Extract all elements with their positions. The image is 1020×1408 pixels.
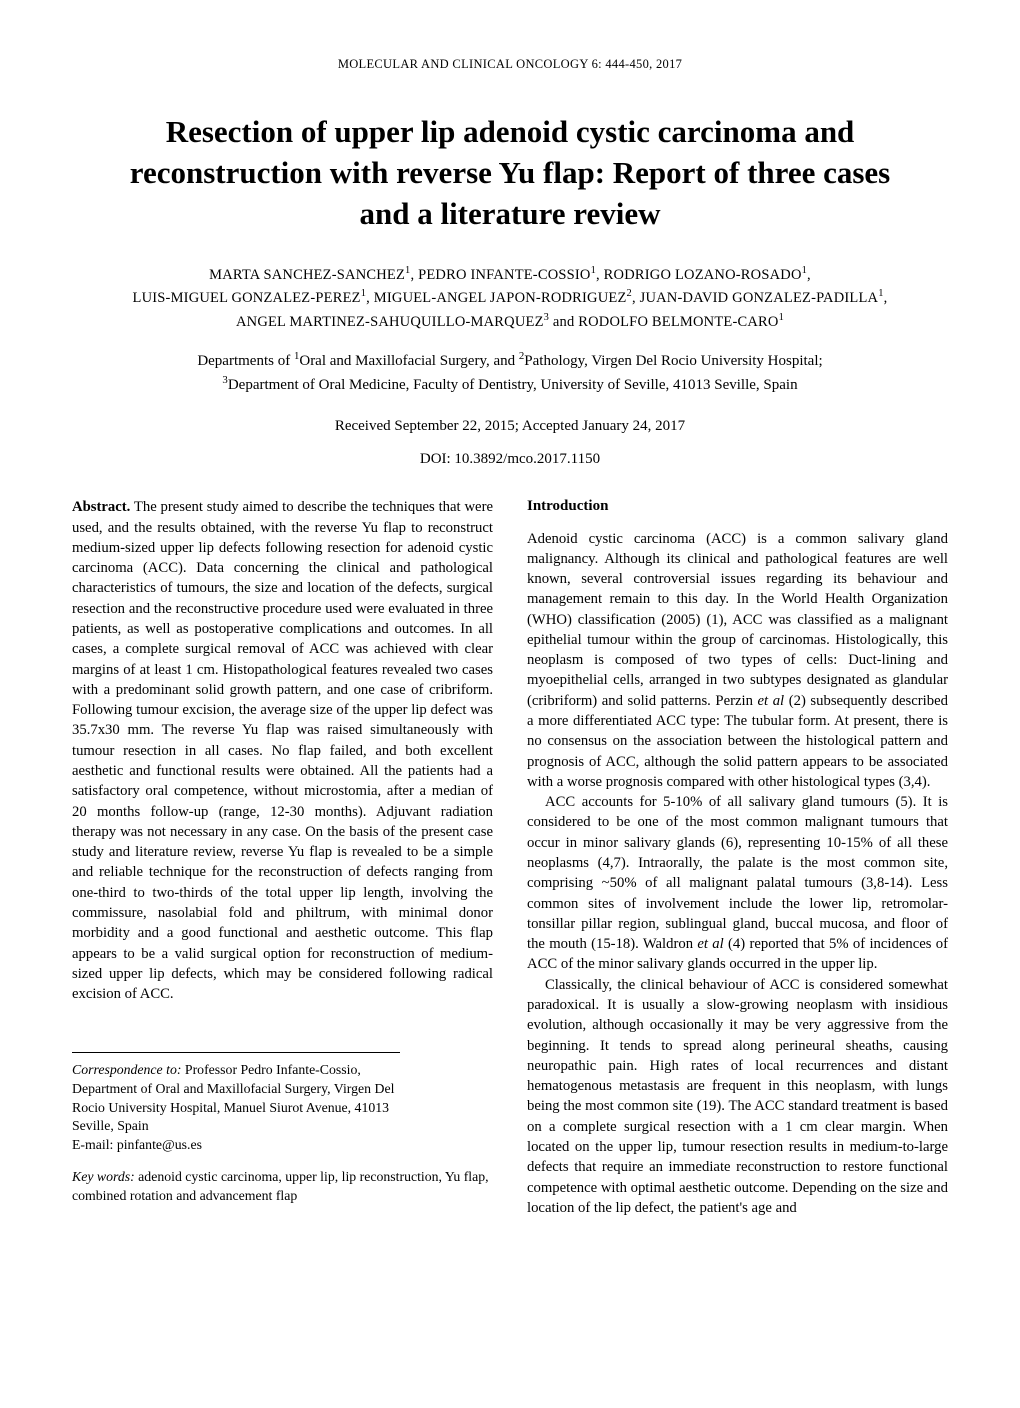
authors-line: MARTA SANCHEZ-SANCHEZ1, PEDRO INFANTE-CO… — [82, 263, 938, 334]
abstract-text: The present study aimed to describe the … — [72, 499, 493, 1002]
intro-paragraph-2: ACC accounts for 5-10% of all salivary g… — [527, 792, 948, 975]
two-column-layout: Abstract. The present study aimed to des… — [72, 497, 948, 1218]
article-title: Resection of upper lip adenoid cystic ca… — [102, 112, 918, 235]
keywords-block: Key words: adenoid cystic carcinoma, upp… — [72, 1168, 493, 1205]
running-header: MOLECULAR AND CLINICAL ONCOLOGY 6: 444-4… — [72, 56, 948, 72]
intro-paragraph-3: Classically, the clinical behaviour of A… — [527, 975, 948, 1218]
abstract-label: Abstract. — [72, 499, 130, 515]
introduction-heading: Introduction — [527, 497, 948, 516]
doi: DOI: 10.3892/mco.2017.1150 — [72, 450, 948, 469]
abstract-paragraph: Abstract. The present study aimed to des… — [72, 497, 493, 1004]
email-label: E-mail: — [72, 1137, 117, 1152]
keywords-text: adenoid cystic carcinoma, upper lip, lip… — [72, 1169, 489, 1203]
left-column: Abstract. The present study aimed to des… — [72, 497, 493, 1218]
correspondence-block: Correspondence to: Professor Pedro Infan… — [72, 1052, 400, 1154]
intro-paragraph-1: Adenoid cystic carcinoma (ACC) is a comm… — [527, 529, 948, 793]
received-accepted-dates: Received September 22, 2015; Accepted Ja… — [72, 417, 948, 436]
keywords-label: Key words: — [72, 1169, 135, 1184]
correspondence-email: pinfante@us.es — [117, 1137, 202, 1152]
right-column: Introduction Adenoid cystic carcinoma (A… — [527, 497, 948, 1218]
affiliations: Departments of 1Oral and Maxillofacial S… — [112, 349, 908, 397]
correspondence-label: Correspondence to: — [72, 1062, 181, 1077]
